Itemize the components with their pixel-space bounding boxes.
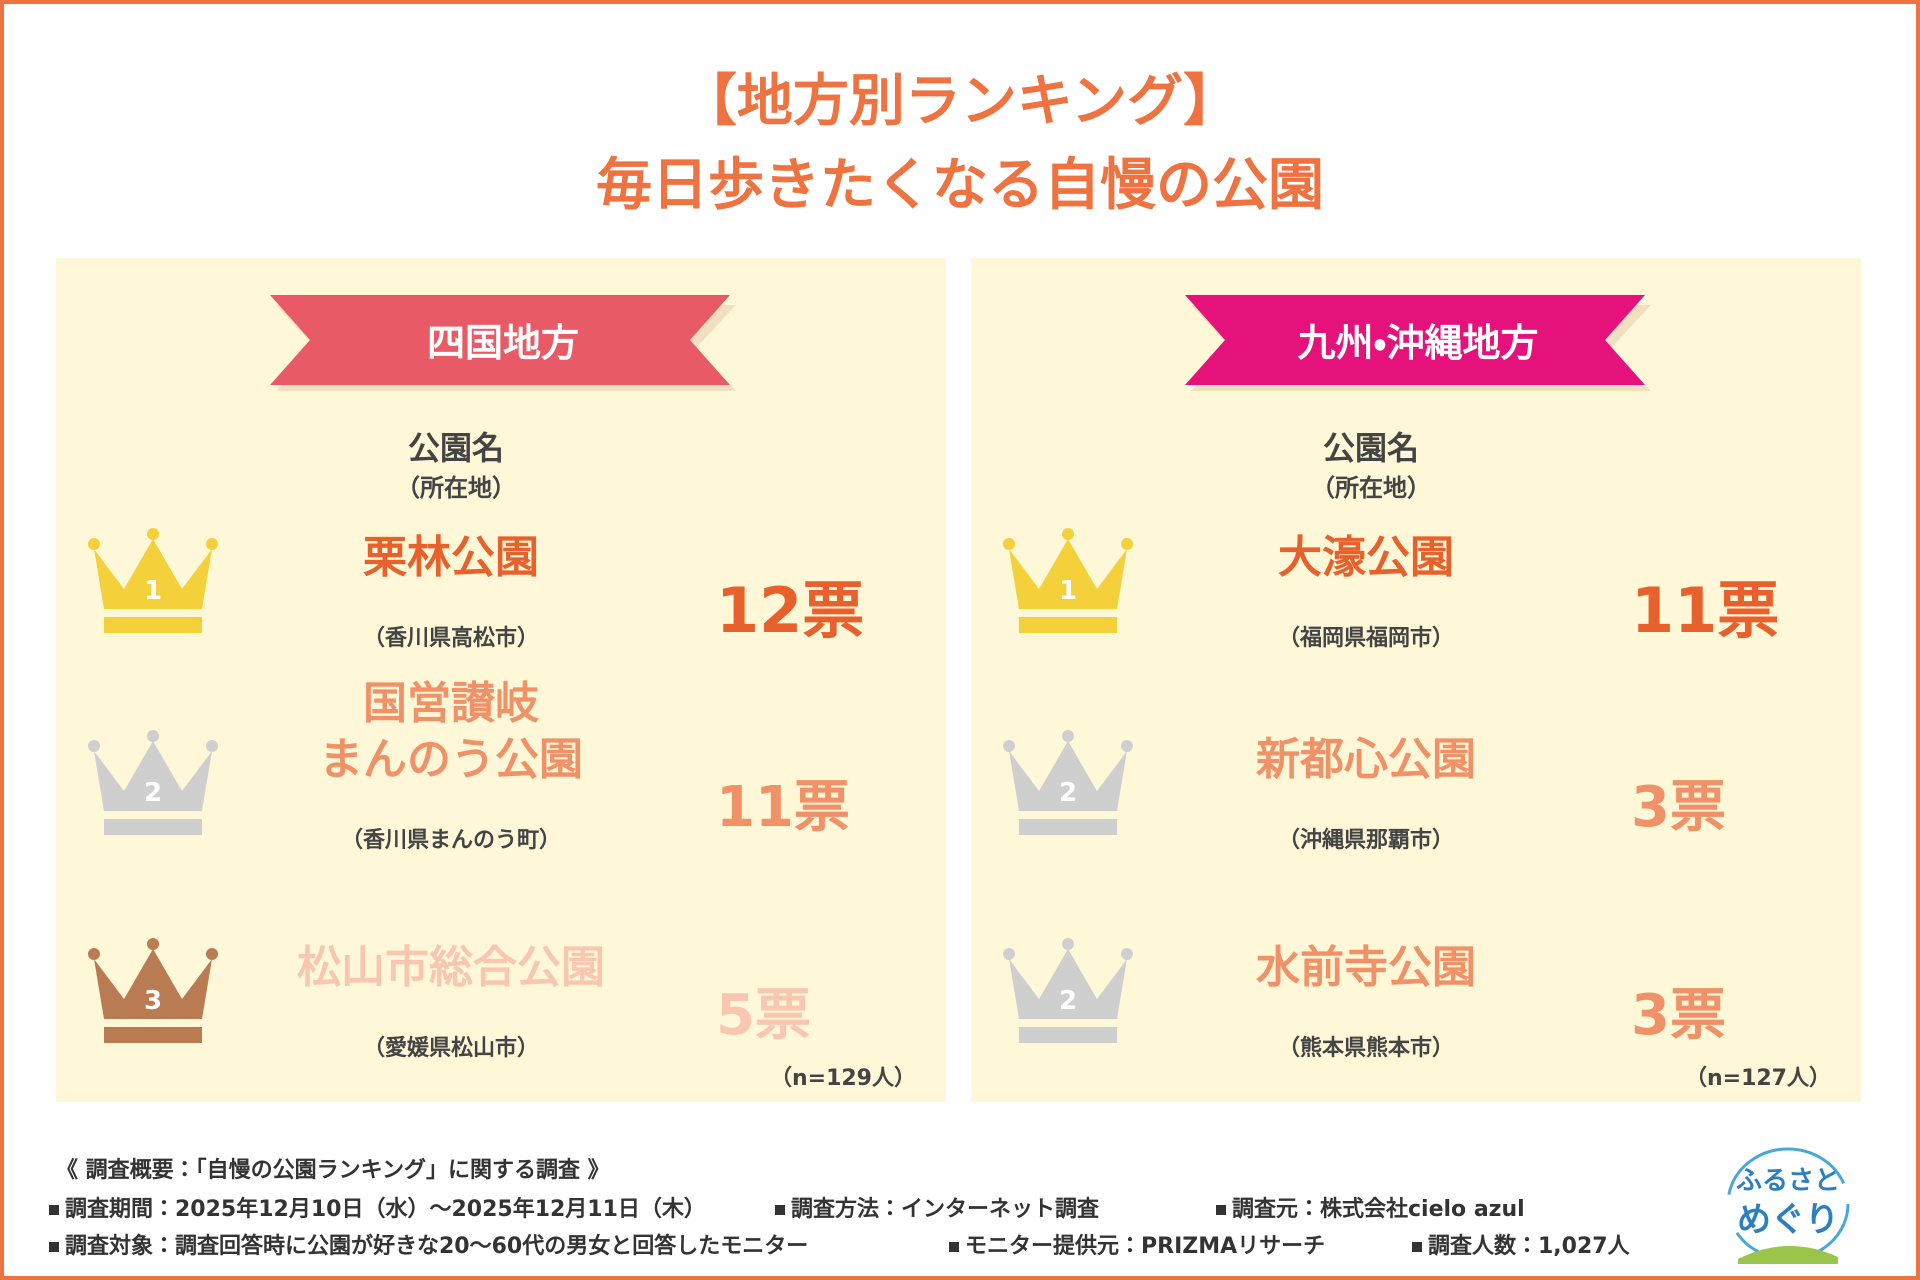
votes: 3票	[1631, 983, 1726, 1048]
crown-jewel	[88, 538, 100, 550]
crown-jewel	[1003, 538, 1015, 550]
park-name: まんのう公園	[319, 734, 583, 785]
survey-heading: 《 調査概要：「自慢の公園ランキング」に関する調査 》	[56, 1158, 610, 1183]
ribbon	[1185, 295, 1651, 391]
logo-text: めぐり	[1737, 1200, 1839, 1240]
crown-base	[104, 819, 202, 835]
crown-base	[104, 617, 202, 633]
crown-body	[94, 539, 212, 609]
survey-item: 調査人数：1,027人	[1412, 1228, 1630, 1260]
crown-jewel	[206, 740, 218, 752]
crown-jewel	[1121, 538, 1133, 550]
logo: ふるさと めぐり	[1726, 1147, 1850, 1264]
title-line1: 【地方別ランキング】	[680, 69, 1240, 134]
crown-jewel	[1003, 948, 1015, 960]
crown-body	[1009, 949, 1127, 1019]
region-panel: 四国地方公園名 （所在地） 1 栗林公園 （香川県高松市） 12票 2 国営讃岐 まんのう公園 （…	[56, 258, 946, 1102]
crown-jewel	[1062, 938, 1074, 950]
rank-number: 2	[1059, 778, 1077, 808]
park-name: 新都心公園	[1256, 734, 1476, 785]
park-name: 松山市総合公園	[297, 942, 605, 993]
region-name: 四国地方	[426, 321, 579, 365]
ribbon-body	[270, 295, 730, 385]
crown-body	[94, 949, 212, 1019]
region-panel: 九州・沖縄地方公園名 （所在地） 1 大濠公園 （福岡県福岡市） 11票 2 新都心公園 （沖縄…	[971, 258, 1861, 1102]
crown-body	[1009, 741, 1127, 811]
park-location: （沖縄県那覇市）	[1277, 828, 1454, 853]
header-location: （所在地）	[396, 474, 516, 502]
crown: 2	[1003, 730, 1133, 835]
votes: 11票	[1631, 574, 1780, 647]
header-name: 公園名	[407, 429, 504, 467]
crown-base	[104, 1027, 202, 1043]
crown-jewel	[1062, 528, 1074, 540]
title-line2: 毎日歩きたくなる自慢の公園	[596, 153, 1324, 218]
rank-number: 3	[144, 986, 162, 1016]
sample-size: （n=129人）	[769, 1066, 916, 1091]
crown: 1	[88, 528, 218, 633]
crown-jewel	[206, 538, 218, 550]
crown: 3	[88, 938, 218, 1043]
crown: 2	[88, 730, 218, 835]
crown-jewel	[147, 938, 159, 950]
survey-item: 調査元：株式会社cielo azul	[1216, 1191, 1525, 1223]
park-location: （愛媛県松山市）	[362, 1036, 539, 1061]
crown-base	[1019, 819, 1117, 835]
votes: 5票	[716, 983, 811, 1048]
crown-jewel	[147, 528, 159, 540]
crown-jewel	[88, 740, 100, 752]
survey-item: 調査方法：インターネット調査	[775, 1191, 1099, 1223]
crown-jewel	[1062, 730, 1074, 742]
survey-item: モニター提供元：PRIZMAリサーチ	[949, 1228, 1325, 1260]
park-location: （熊本県熊本市）	[1277, 1036, 1454, 1061]
park-location: （香川県まんのう町）	[340, 828, 561, 853]
votes: 3票	[1631, 775, 1726, 840]
survey-item: 調査期間：2025年12月10日（水）～2025年12月11日（木）	[49, 1191, 706, 1223]
crown-jewel	[147, 730, 159, 742]
sample-size: （n=127人）	[1684, 1066, 1831, 1091]
rank-number: 2	[1059, 986, 1077, 1016]
header-location: （所在地）	[1311, 474, 1431, 502]
rank-number: 1	[144, 576, 162, 606]
crown-jewel	[206, 948, 218, 960]
park-name: 栗林公園	[363, 532, 539, 583]
park-name: 国営讃岐	[363, 678, 539, 729]
park-name: 大濠公園	[1278, 532, 1454, 583]
park-location: （福岡県福岡市）	[1277, 626, 1454, 651]
ribbon-body	[1185, 295, 1645, 385]
crown: 2	[1003, 938, 1133, 1043]
crown-body	[1009, 539, 1127, 609]
crown-jewel	[1121, 948, 1133, 960]
crown-base	[1019, 1027, 1117, 1043]
votes: 11票	[716, 775, 850, 840]
survey-item: 調査対象：調査回答時に公園が好きな20～60代の男女と回答したモニター	[49, 1228, 808, 1260]
crown-base	[1019, 617, 1117, 633]
crown: 1	[1003, 528, 1133, 633]
logo-text: ふるさと	[1736, 1166, 1840, 1196]
header-name: 公園名	[1322, 429, 1419, 467]
votes: 12票	[716, 574, 865, 647]
crown-jewel	[1003, 740, 1015, 752]
park-name: 水前寺公園	[1256, 942, 1476, 993]
ribbon	[270, 295, 736, 391]
crown-jewel	[88, 948, 100, 960]
crown-body	[94, 741, 212, 811]
crown-jewel	[1121, 740, 1133, 752]
region-name: 九州・沖縄地方	[1297, 321, 1539, 365]
rank-number: 2	[144, 778, 162, 808]
park-location: （香川県高松市）	[362, 626, 539, 651]
rank-number: 1	[1059, 576, 1077, 606]
